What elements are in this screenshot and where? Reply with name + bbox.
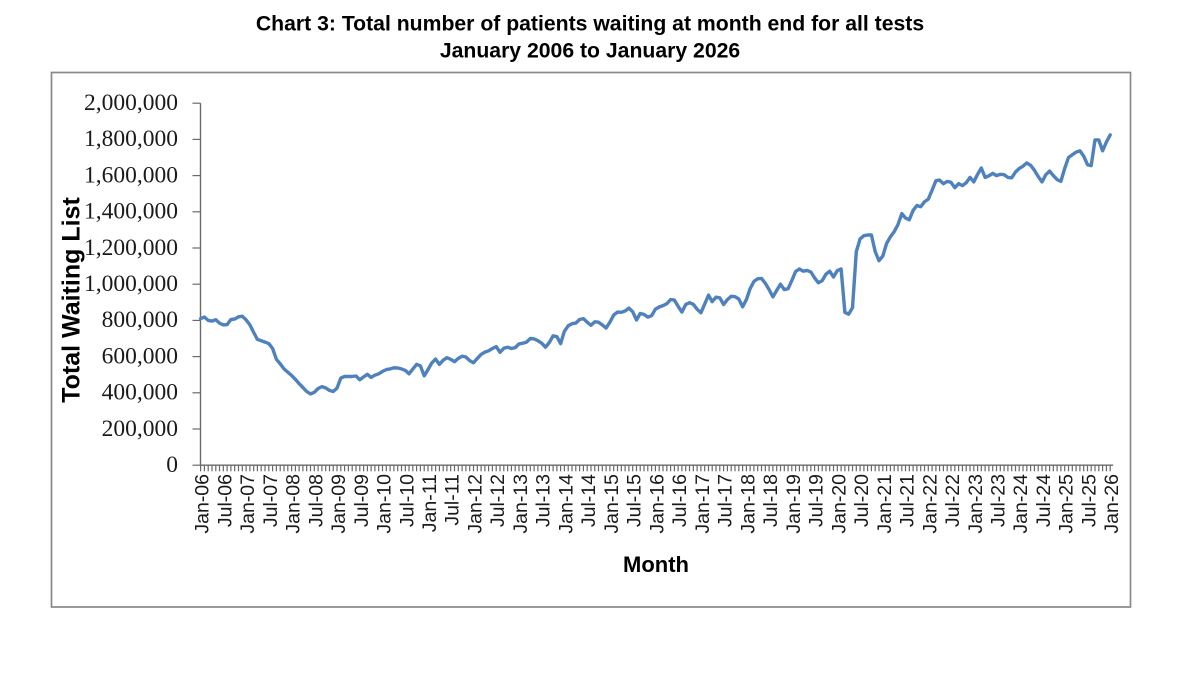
svg-text:Jan-26: Jan-26 (1101, 474, 1123, 534)
svg-text:Jul-09: Jul-09 (351, 474, 373, 527)
svg-text:200,000: 200,000 (102, 416, 178, 442)
svg-text:January 2006 to January 2026: January 2006 to January 2026 (440, 39, 741, 62)
svg-text:Jan-16: Jan-16 (646, 474, 668, 534)
svg-text:800,000: 800,000 (102, 307, 178, 333)
svg-text:Jul-06: Jul-06 (214, 474, 236, 527)
svg-text:400,000: 400,000 (102, 380, 178, 406)
svg-text:Jul-10: Jul-10 (396, 474, 418, 527)
svg-text:Jan-23: Jan-23 (965, 474, 987, 534)
svg-text:Jul-15: Jul-15 (624, 474, 646, 527)
svg-text:Jul-14: Jul-14 (578, 474, 600, 527)
svg-text:Jan-14: Jan-14 (555, 474, 577, 534)
svg-text:Jan-24: Jan-24 (1010, 474, 1032, 534)
svg-text:Jul-13: Jul-13 (533, 474, 555, 527)
svg-text:Jan-09: Jan-09 (328, 474, 350, 534)
svg-text:Jan-08: Jan-08 (283, 474, 305, 534)
svg-text:600,000: 600,000 (102, 343, 178, 369)
svg-text:0: 0 (166, 452, 178, 478)
svg-text:Jan-18: Jan-18 (737, 474, 759, 534)
svg-text:Jan-25: Jan-25 (1056, 474, 1078, 534)
svg-text:Jan-21: Jan-21 (874, 474, 896, 534)
svg-text:1,400,000: 1,400,000 (84, 199, 178, 225)
svg-text:Jan-07: Jan-07 (237, 474, 259, 534)
svg-text:Jul-25: Jul-25 (1079, 474, 1101, 527)
svg-text:Jan-19: Jan-19 (783, 474, 805, 534)
svg-text:2,000,000: 2,000,000 (84, 90, 178, 116)
svg-text:Jul-08: Jul-08 (305, 474, 327, 527)
svg-text:Jul-19: Jul-19 (806, 474, 828, 527)
svg-text:Jul-24: Jul-24 (1033, 474, 1055, 527)
svg-text:Jul-22: Jul-22 (942, 474, 964, 527)
svg-text:Jan-06: Jan-06 (192, 474, 214, 534)
svg-text:Total Waiting List: Total Waiting List (58, 197, 86, 403)
svg-text:Jan-15: Jan-15 (601, 474, 623, 534)
svg-text:1,000,000: 1,000,000 (84, 271, 178, 297)
svg-text:Jan-13: Jan-13 (510, 474, 532, 534)
svg-text:Jul-11: Jul-11 (442, 474, 464, 526)
svg-text:Jan-20: Jan-20 (828, 474, 850, 534)
svg-text:Jul-17: Jul-17 (715, 474, 737, 527)
svg-text:Jul-18: Jul-18 (760, 474, 782, 527)
svg-text:1,600,000: 1,600,000 (84, 162, 178, 188)
svg-text:Jul-12: Jul-12 (487, 474, 509, 527)
svg-text:Jan-17: Jan-17 (692, 474, 714, 534)
svg-text:Jul-20: Jul-20 (851, 474, 873, 527)
svg-text:Jul-07: Jul-07 (260, 474, 282, 527)
svg-text:Jul-16: Jul-16 (669, 474, 691, 527)
svg-text:1,200,000: 1,200,000 (84, 235, 178, 261)
svg-text:1,800,000: 1,800,000 (84, 126, 178, 152)
svg-text:Chart 3: Total number of patie: Chart 3: Total number of patients waitin… (256, 13, 924, 36)
svg-text:Jan-10: Jan-10 (374, 474, 396, 534)
svg-text:Jan-12: Jan-12 (465, 474, 487, 534)
svg-text:Jan-11: Jan-11 (419, 474, 441, 532)
svg-text:Jul-23: Jul-23 (988, 474, 1010, 527)
svg-text:Jan-22: Jan-22 (919, 474, 941, 534)
svg-text:Month: Month (623, 552, 689, 577)
svg-text:Jul-21: Jul-21 (897, 474, 919, 527)
